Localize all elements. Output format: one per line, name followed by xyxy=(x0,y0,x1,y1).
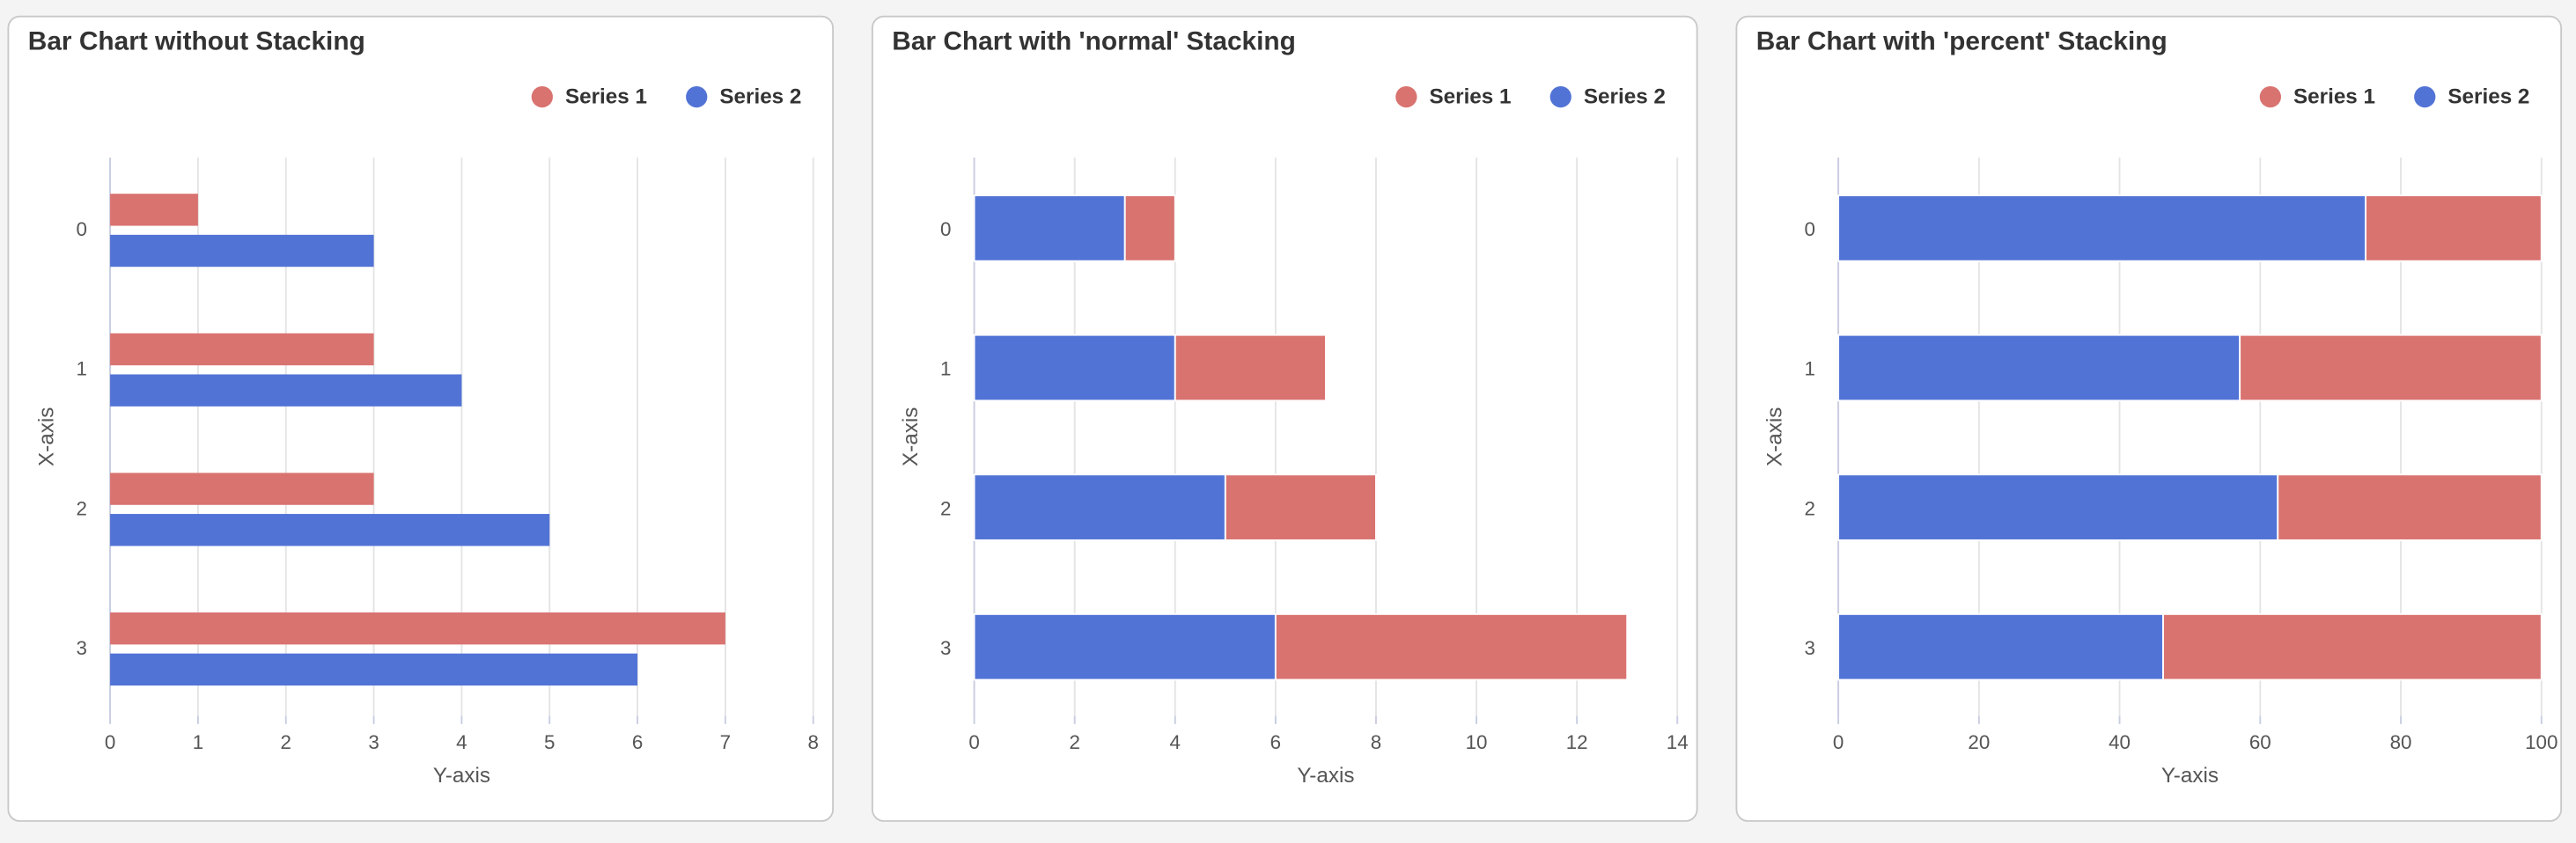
y-tick-label: 3 xyxy=(940,637,951,659)
x-tick-label: 2 xyxy=(1069,731,1079,753)
y-axis-title: X-axis xyxy=(35,407,59,466)
x-tick-label: 20 xyxy=(1968,731,1990,753)
chart-panel: Bar Chart with 'normal' Stacking Series 1… xyxy=(871,15,1698,822)
bar-segment xyxy=(1123,194,1176,262)
bar-segment xyxy=(973,194,1126,262)
bar xyxy=(110,374,462,407)
y-axis-title: X-axis xyxy=(1763,407,1787,466)
legend-marker xyxy=(2259,85,2281,108)
bar xyxy=(110,473,374,505)
bar-segment xyxy=(1837,473,2279,541)
x-tick-label: 100 xyxy=(2525,731,2558,753)
x-tick-label: 60 xyxy=(2249,731,2271,753)
bar-segment xyxy=(1274,612,1629,681)
y-tick-label: 1 xyxy=(940,358,951,380)
bar-segment xyxy=(1837,194,2367,262)
x-tick-label: 5 xyxy=(544,731,555,753)
legend-label: Series 1 xyxy=(565,84,647,108)
legend-label: Series 2 xyxy=(2447,84,2529,108)
chart-title: Bar Chart without Stacking xyxy=(28,26,365,55)
bar xyxy=(110,612,725,645)
x-tick-label: 4 xyxy=(456,731,467,753)
panel-background xyxy=(7,15,835,822)
chart-title: Bar Chart with 'percent' Stacking xyxy=(1756,26,2168,55)
bar xyxy=(110,514,550,546)
bar xyxy=(110,333,374,366)
panel-background xyxy=(871,15,1698,822)
legend-label: Series 2 xyxy=(719,84,801,108)
y-tick-label: 1 xyxy=(1805,358,1815,380)
y-tick-label: 2 xyxy=(940,497,951,519)
x-tick-label: 10 xyxy=(1466,731,1488,753)
y-tick-label: 2 xyxy=(1805,497,1815,519)
y-axis-title: X-axis xyxy=(899,407,923,466)
x-tick-label: 0 xyxy=(968,731,979,753)
x-tick-label: 8 xyxy=(808,731,819,753)
bar xyxy=(110,653,638,686)
x-tick-label: 40 xyxy=(2109,731,2131,753)
chart-panel: Bar Chart without Stacking Series 1 Series… xyxy=(7,15,835,822)
bar-segment xyxy=(2365,194,2543,262)
y-tick-label: 0 xyxy=(940,218,951,240)
bar-segment xyxy=(1224,473,1377,541)
x-tick-label: 6 xyxy=(1270,731,1281,753)
bar-segment xyxy=(1837,612,2165,681)
x-tick-label: 6 xyxy=(632,731,643,753)
legend-marker xyxy=(686,85,708,108)
x-axis-title: Y-axis xyxy=(2161,764,2219,788)
y-tick-label: 1 xyxy=(77,358,87,380)
bar-segment xyxy=(973,334,1176,402)
x-tick-label: 80 xyxy=(2390,731,2412,753)
legend-label: Series 1 xyxy=(2293,84,2375,108)
x-axis-title: Y-axis xyxy=(433,764,490,788)
bar-segment xyxy=(2277,473,2543,541)
x-tick-label: 1 xyxy=(193,731,203,753)
x-tick-label: 14 xyxy=(1667,731,1689,753)
x-tick-label: 8 xyxy=(1371,731,1381,753)
x-tick-label: 2 xyxy=(281,731,291,753)
x-tick-label: 0 xyxy=(105,731,115,753)
bar-segment xyxy=(973,612,1277,681)
y-tick-label: 3 xyxy=(77,637,87,659)
y-tick-label: 0 xyxy=(1805,218,1815,240)
legend-marker xyxy=(1549,85,1571,108)
y-tick-label: 0 xyxy=(77,218,87,240)
x-axis-title: Y-axis xyxy=(1297,764,1354,788)
legend-label: Series 1 xyxy=(1429,84,1511,108)
bar-segment xyxy=(973,473,1226,541)
x-tick-label: 7 xyxy=(720,731,731,753)
y-tick-label: 3 xyxy=(1805,637,1815,659)
panel-background xyxy=(1735,15,2563,822)
legend-marker xyxy=(1395,85,1417,108)
x-tick-label: 3 xyxy=(368,731,379,753)
legend-label: Series 2 xyxy=(1584,84,1666,108)
y-tick-label: 2 xyxy=(77,497,87,519)
bar-segment xyxy=(2162,612,2543,681)
chart-title: Bar Chart with 'normal' Stacking xyxy=(892,26,1296,55)
x-tick-label: 12 xyxy=(1566,731,1588,753)
x-tick-label: 4 xyxy=(1170,731,1181,753)
bar-segment xyxy=(2239,334,2543,402)
bar-segment xyxy=(1174,334,1327,402)
bar xyxy=(110,234,374,268)
legend-marker xyxy=(531,85,553,108)
bar xyxy=(110,194,198,226)
chart-panel: Bar Chart with 'percent' Stacking Series … xyxy=(1735,15,2563,822)
legend-marker xyxy=(2414,85,2436,108)
x-tick-label: 0 xyxy=(1833,731,1844,753)
bar-segment xyxy=(1837,334,2241,402)
